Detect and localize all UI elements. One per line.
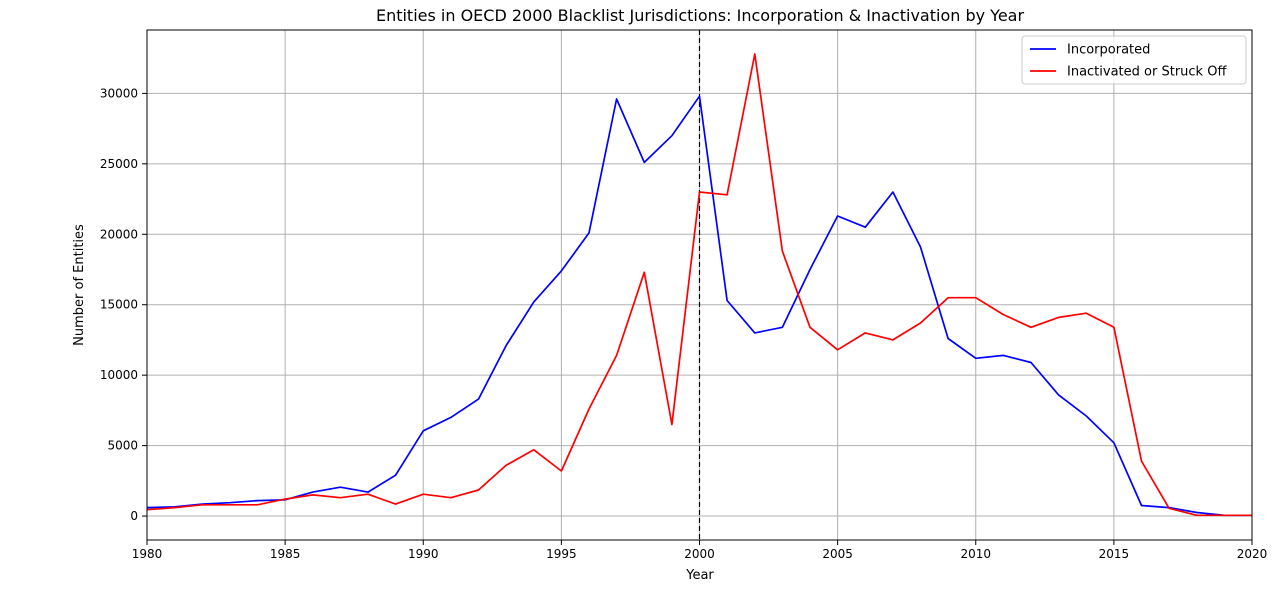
y-tick-label: 0 xyxy=(130,509,138,523)
chart-title: Entities in OECD 2000 Blacklist Jurisdic… xyxy=(376,6,1025,25)
x-tick-label: 1985 xyxy=(270,547,301,561)
legend-label-1: Inactivated or Struck Off xyxy=(1067,65,1227,80)
y-axis-ticks: 0 5000 10000 15000 20000 25000 30000 xyxy=(100,86,147,523)
series-group xyxy=(146,53,1252,517)
legend-label-0: Incorporated xyxy=(1067,43,1150,58)
x-axis-ticks: 1980 1985 1990 1995 2000 2005 2010 2015 2020 xyxy=(132,540,1268,561)
series-line-0 xyxy=(146,95,1252,517)
y-tick-label: 30000 xyxy=(100,86,138,100)
legend: Incorporated Inactivated or Struck Off xyxy=(1021,35,1247,85)
x-axis-label: Year xyxy=(685,568,714,583)
x-tick-label: 1990 xyxy=(408,547,439,561)
x-tick-label: 2015 xyxy=(1099,547,1130,561)
x-tick-label: 1980 xyxy=(132,547,163,561)
y-tick-label: 15000 xyxy=(100,298,138,312)
series-line-1 xyxy=(146,53,1252,517)
y-tick-label: 25000 xyxy=(100,157,138,171)
x-tick-label: 2000 xyxy=(684,547,715,561)
y-tick-label: 5000 xyxy=(107,439,138,453)
legend-box xyxy=(1021,35,1247,85)
x-tick-label: 2010 xyxy=(960,547,991,561)
x-tick-label: 2005 xyxy=(822,547,853,561)
x-tick-label: 1995 xyxy=(546,547,577,561)
y-tick-label: 10000 xyxy=(100,368,138,382)
x-tick-label: 2020 xyxy=(1237,547,1268,561)
y-tick-label: 20000 xyxy=(100,227,138,241)
y-axis-label: Number of Entities xyxy=(72,224,87,346)
